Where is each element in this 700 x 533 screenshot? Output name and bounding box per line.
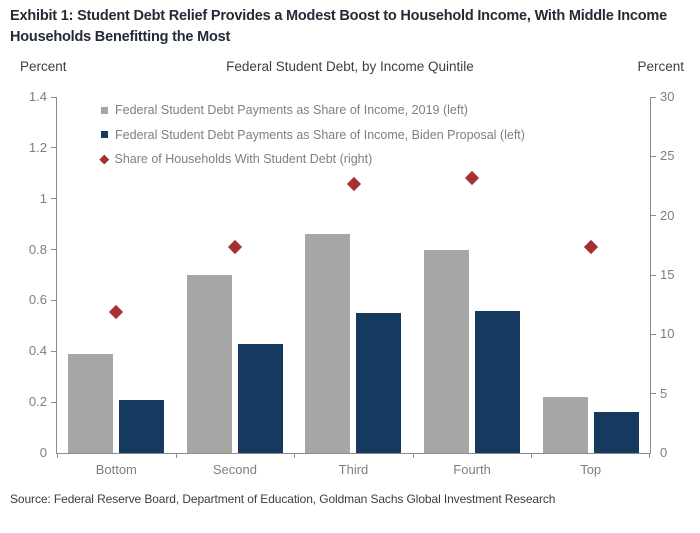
right-axis-tick <box>650 96 656 98</box>
left-axis-tick-label: 0 <box>39 445 47 460</box>
bar-biden-proposal-fourth <box>475 310 521 453</box>
legend-item: Federal Student Debt Payments as Share o… <box>101 98 525 123</box>
right-axis-tick-label: 0 <box>660 445 668 460</box>
left-axis-unit-label: Percent <box>20 59 67 74</box>
right-axis-tick-label: 15 <box>660 267 675 282</box>
legend-label: Federal Student Debt Payments as Share o… <box>115 127 525 142</box>
x-axis-tick <box>175 453 177 458</box>
bar-2019-top <box>542 397 588 453</box>
exhibit-title: Exhibit 1: Student Debt Relief Provides … <box>10 6 696 48</box>
category-group-bottom <box>57 97 176 453</box>
left-axis-tick <box>51 198 57 200</box>
left-axis-tick-label: 1.4 <box>28 89 47 104</box>
x-axis-tick <box>57 453 58 458</box>
bar-biden-proposal-second <box>237 343 283 453</box>
bar-2019-second <box>186 275 232 453</box>
category-group-top <box>531 97 650 453</box>
category-group-fourth <box>413 97 532 453</box>
right-axis-unit-label: Percent <box>637 59 684 74</box>
right-axis-tick-label: 5 <box>660 385 668 401</box>
x-axis-label-fourth: Fourth <box>453 462 491 477</box>
right-axis-tick <box>650 155 656 157</box>
x-axis-tick <box>294 453 296 458</box>
left-axis-tick <box>51 147 57 149</box>
right-axis-tick <box>650 393 656 395</box>
chart-subtitle: Federal Student Debt, by Income Quintile <box>226 59 474 74</box>
bar-biden-proposal-top <box>593 412 639 453</box>
left-axis-tick-label: 1 <box>39 190 47 206</box>
left-axis-tick <box>51 299 57 301</box>
x-axis-label-third: Third <box>338 462 369 477</box>
left-axis-tick-label: 0.8 <box>28 241 47 257</box>
left-axis-tick-label: 0.6 <box>28 292 47 308</box>
square-marker-icon <box>101 106 108 114</box>
left-axis-tick <box>51 350 57 352</box>
bar-2019-bottom <box>68 353 114 453</box>
legend-item: Share of Households With Student Debt (r… <box>99 147 525 172</box>
category-group-third <box>294 97 413 453</box>
left-axis-tick <box>51 249 57 251</box>
x-axis-tick <box>531 453 533 458</box>
bar-2019-third <box>305 234 351 453</box>
legend-label: Share of Households With Student Debt (r… <box>114 152 373 167</box>
legend-label: Federal Student Debt Payments as Share o… <box>115 103 468 118</box>
x-axis-label-bottom: Bottom <box>95 462 137 477</box>
right-axis-tick-label: 10 <box>660 326 675 342</box>
bars-container <box>57 97 650 453</box>
right-axis-tick-label: 20 <box>660 207 675 223</box>
x-axis-tick <box>649 453 650 458</box>
diamond-marker-icon <box>99 154 109 164</box>
left-axis-tick-label: 0.2 <box>28 394 47 410</box>
left-axis-tick <box>51 401 57 403</box>
plot-area: 0 0.2 0.4 0.6 0.8 1 1.2 1.4 0 5 10 15 20 25 30 Bottom S… <box>29 90 675 478</box>
chart-legend: Federal Student Debt Payments as Share o… <box>99 98 525 172</box>
right-axis-tick <box>650 274 656 276</box>
category-group-second <box>176 97 295 453</box>
source-note: Source: Federal Reserve Board, Departmen… <box>10 492 556 506</box>
left-axis-tick-label: 0.4 <box>28 343 47 359</box>
bar-biden-proposal-third <box>356 313 402 453</box>
square-marker-icon <box>101 131 108 139</box>
x-axis-label-top: Top <box>580 462 602 477</box>
x-axis-labels: Bottom Second Third Fourth Top <box>57 462 650 477</box>
bar-biden-proposal-bottom <box>119 399 165 453</box>
exhibit-title-line2: Households Benefitting the Most <box>10 29 231 45</box>
bar-2019-fourth <box>424 249 470 453</box>
legend-item: Federal Student Debt Payments as Share o… <box>101 123 525 148</box>
left-axis-tick-label: 1.2 <box>28 139 47 155</box>
right-axis-tick-label: 25 <box>660 148 675 164</box>
left-axis-tick <box>51 96 57 98</box>
right-axis-tick <box>650 333 656 335</box>
exhibit-title-line1: Exhibit 1: Student Debt Relief Provides … <box>10 8 667 24</box>
x-axis-tick <box>412 453 414 458</box>
x-axis-label-second: Second <box>212 462 257 477</box>
right-axis-tick <box>650 215 656 217</box>
right-axis-tick-label: 30 <box>660 89 675 104</box>
